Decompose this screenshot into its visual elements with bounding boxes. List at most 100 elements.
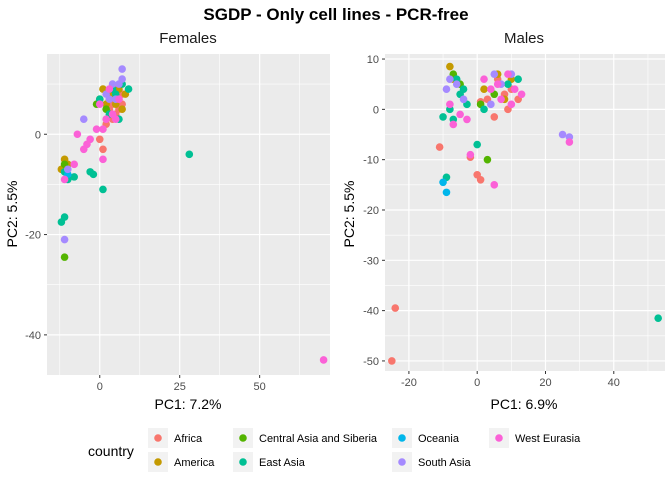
data-point: [463, 115, 471, 124]
data-point: [452, 80, 461, 88]
data-point: [95, 135, 104, 144]
data-point: [63, 165, 72, 174]
data-point: [476, 175, 485, 184]
data-point: [517, 90, 526, 99]
panel-females: Females 0 25 50 -40 -20 0 PC1: 7.2% PC2: 5.5%: [4, 30, 330, 412]
data-point: [95, 100, 104, 108]
data-point: [504, 80, 512, 88]
panel-title: Males: [504, 30, 544, 47]
axis-ticks: -20 0 20 40 -50 -40 -30 -20 -10 0 10: [363, 54, 620, 389]
data-point: [480, 85, 488, 94]
data-point: [565, 138, 574, 146]
data-point: [79, 115, 88, 124]
y-tick-label: -40: [25, 330, 41, 342]
data-point: [466, 150, 475, 159]
data-point: [439, 113, 447, 121]
data-point: [507, 100, 516, 109]
data-point: [504, 70, 512, 78]
data-points: [388, 62, 662, 365]
plot-background: [47, 54, 330, 375]
data-point: [60, 175, 69, 184]
plot-background: [385, 54, 665, 371]
data-point: [124, 85, 133, 93]
legend-item: Central Asia and Siberia: [233, 428, 378, 448]
data-point: [391, 304, 400, 312]
data-point: [388, 357, 396, 365]
data-point: [73, 130, 82, 139]
y-tick-label: -50: [363, 356, 379, 368]
data-point: [510, 85, 519, 94]
legend-label: America: [174, 457, 215, 469]
y-tick-label: -40: [363, 306, 379, 318]
data-point: [449, 120, 458, 129]
data-point: [99, 155, 107, 164]
data-point: [185, 150, 194, 159]
data-point: [118, 65, 126, 73]
y-tick-label: -20: [25, 230, 41, 242]
x-tick-label: 25: [174, 381, 186, 393]
data-point: [446, 100, 454, 109]
legend-swatch: [398, 458, 406, 466]
axis-ticks: 0 25 50 -40 -20 0: [25, 129, 266, 393]
data-point: [497, 95, 505, 104]
data-point: [490, 181, 499, 189]
figure-title: SGDP - Only cell lines - PCR-free: [203, 5, 468, 24]
data-point: [439, 178, 447, 187]
data-point: [490, 113, 499, 121]
data-point: [480, 105, 488, 114]
data-point: [483, 155, 492, 164]
data-point: [487, 85, 495, 94]
legend-swatch: [239, 434, 247, 442]
data-points: [57, 65, 328, 364]
legend-label: East Asia: [259, 457, 306, 469]
y-tick-label: -30: [363, 255, 379, 267]
x-tick-label: 0: [474, 377, 480, 389]
data-point: [654, 314, 662, 322]
y-tick-label: -20: [363, 205, 379, 217]
x-tick-label: 0: [97, 381, 103, 393]
legend-swatch: [398, 434, 406, 442]
data-point: [487, 100, 495, 109]
x-tick-label: 20: [539, 377, 551, 389]
data-point: [118, 105, 126, 113]
data-point: [473, 140, 481, 149]
legend-swatch: [239, 458, 247, 466]
data-point: [115, 95, 123, 103]
data-point: [435, 143, 444, 151]
data-point: [108, 110, 117, 118]
legend-label: Oceania: [418, 433, 460, 445]
data-point: [115, 80, 123, 88]
x-tick-label: 50: [254, 381, 266, 393]
x-tick-label: -20: [401, 377, 417, 389]
y-tick-label: 0: [373, 104, 379, 116]
legend-item: East Asia: [233, 452, 306, 472]
data-point: [60, 213, 69, 221]
legend-item: Africa: [148, 428, 203, 448]
data-point: [60, 253, 69, 261]
legend-item: Oceania: [392, 428, 460, 448]
legend-title: country: [88, 443, 134, 459]
x-tick-label: 40: [608, 377, 620, 389]
data-point: [493, 80, 502, 88]
y-axis-label: PC2: 5.5%: [4, 181, 20, 248]
data-point: [514, 75, 522, 83]
data-point: [99, 145, 107, 154]
data-point: [459, 95, 468, 104]
data-point: [60, 235, 69, 244]
panel-males: Males -20 0 20 40 -50 -40 -30 -20 -10 0 10 PC1: 6.…: [341, 30, 665, 412]
data-point: [446, 75, 454, 83]
data-point: [442, 85, 451, 94]
legend-swatch: [495, 434, 503, 442]
data-point: [319, 356, 328, 364]
data-point: [490, 70, 499, 78]
x-axis-label: PC1: 6.9%: [491, 396, 558, 412]
data-point: [99, 125, 107, 134]
data-point: [70, 173, 78, 181]
data-point: [105, 95, 114, 103]
data-point: [89, 170, 98, 179]
gridlines: [385, 54, 665, 371]
data-point: [105, 85, 114, 93]
legend-item: South Asia: [392, 452, 471, 472]
y-axis-label: PC2: 5.5%: [341, 181, 357, 248]
